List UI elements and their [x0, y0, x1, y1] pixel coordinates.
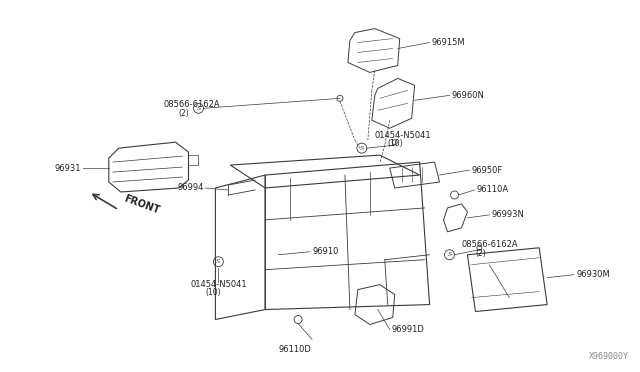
Text: S: S — [196, 106, 200, 111]
Text: 96950F: 96950F — [472, 166, 502, 174]
Text: 96931: 96931 — [54, 164, 81, 173]
Text: 96110A: 96110A — [476, 186, 509, 195]
Text: S: S — [216, 259, 221, 264]
Text: 96993N: 96993N — [492, 211, 524, 219]
Text: 08566-6162A: 08566-6162A — [461, 240, 518, 249]
Text: 96910: 96910 — [312, 247, 339, 256]
Text: (10): (10) — [388, 139, 403, 148]
Text: 96994: 96994 — [177, 183, 204, 192]
Text: (2): (2) — [179, 109, 189, 118]
Text: 96930M: 96930M — [576, 270, 610, 279]
Text: S: S — [447, 252, 452, 257]
Text: X969000Y: X969000Y — [589, 352, 629, 361]
Text: (10): (10) — [205, 288, 221, 297]
Text: 01454-N5041: 01454-N5041 — [375, 131, 431, 140]
Text: 01454-N5041: 01454-N5041 — [191, 280, 247, 289]
Text: FRONT: FRONT — [123, 194, 161, 216]
Text: S: S — [360, 146, 364, 151]
Text: 08566-6162A: 08566-6162A — [164, 100, 220, 109]
Text: 96110D: 96110D — [278, 345, 312, 354]
Text: 96915M: 96915M — [431, 38, 465, 47]
Text: 96991D: 96991D — [392, 325, 424, 334]
Text: (2): (2) — [476, 249, 486, 258]
Text: 96960N: 96960N — [451, 91, 484, 100]
